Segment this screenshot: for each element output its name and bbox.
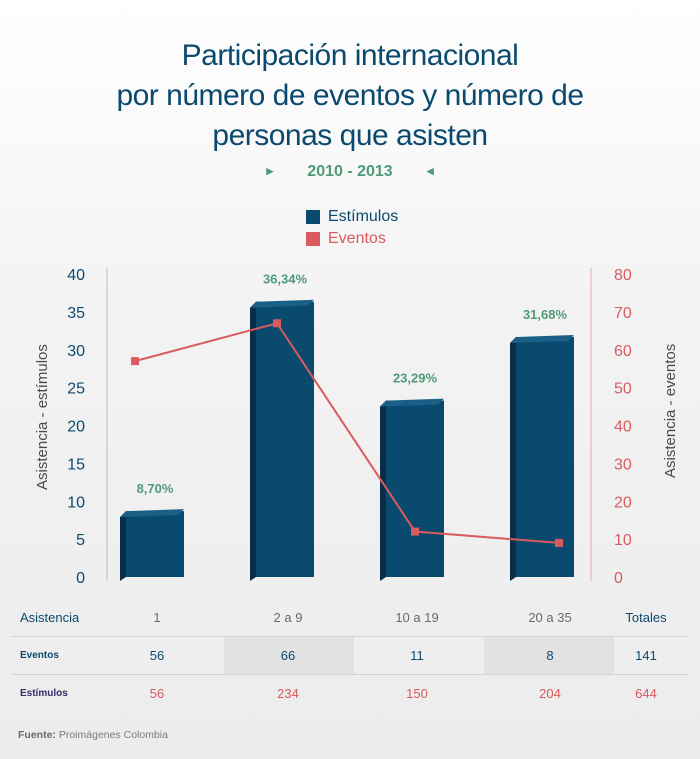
table-row-label: Estímulos bbox=[20, 688, 68, 699]
y-tick-right: 10 bbox=[614, 532, 632, 549]
y-tick-left: 30 bbox=[67, 343, 85, 360]
table-header-col: 1 bbox=[153, 609, 161, 625]
bar-value-label: 36,34% bbox=[263, 272, 308, 287]
legend-swatch-estimulos bbox=[306, 210, 320, 224]
y-tick-right: 50 bbox=[614, 381, 632, 398]
table-cell-total: 644 bbox=[635, 686, 657, 701]
legend-item-estimulos: Estímulos bbox=[306, 206, 398, 228]
eventos-point bbox=[131, 357, 139, 366]
bar bbox=[516, 337, 574, 577]
eventos-point bbox=[273, 319, 281, 328]
eventos-point bbox=[411, 527, 419, 536]
y-tick-left: 25 bbox=[67, 381, 85, 398]
bar-side bbox=[380, 400, 386, 581]
table-header-col: 20 a 35 bbox=[528, 609, 572, 625]
y-tick-right: 40 bbox=[614, 419, 632, 436]
bar-top bbox=[120, 509, 184, 518]
table-header-row: Asistencia 1 2 a 9 10 a 19 20 a 35 Total… bbox=[12, 598, 688, 636]
chart-title: Participación internacional por número d… bbox=[0, 36, 700, 156]
bar-value-label: 8,70% bbox=[137, 481, 174, 496]
bar-top bbox=[250, 299, 314, 308]
eventos-line bbox=[134, 322, 560, 544]
y-tick-left: 20 bbox=[67, 419, 85, 436]
table-cell: 56 bbox=[149, 686, 165, 701]
y-tick-left: 0 bbox=[76, 570, 85, 587]
bar-top bbox=[380, 398, 444, 407]
table-header-label: Asistencia bbox=[20, 609, 80, 625]
y-tick-right: 30 bbox=[614, 456, 632, 473]
y-tick-right: 80 bbox=[614, 267, 632, 284]
period-label: ▶ 2010 - 2013 ◀ bbox=[266, 163, 434, 180]
y-tick-right: 20 bbox=[614, 494, 632, 511]
y-tick-right: 0 bbox=[614, 570, 623, 587]
table-cell: 150 bbox=[406, 686, 428, 701]
title-line-3: personas que asisten bbox=[212, 119, 488, 152]
bar-value-label: 31,68% bbox=[523, 307, 568, 322]
y-tick-left: 15 bbox=[67, 456, 85, 473]
table-header-col: 10 a 19 bbox=[395, 609, 439, 625]
triangle-left-icon: ◀ bbox=[426, 166, 434, 177]
title-line-1: Participación internacional bbox=[181, 39, 519, 72]
bar bbox=[256, 301, 314, 577]
y-tick-left: 35 bbox=[67, 305, 85, 322]
table-header-col: 2 a 9 bbox=[273, 609, 303, 625]
title-line-2: por número de eventos y número de bbox=[116, 79, 584, 112]
bar-side bbox=[120, 511, 126, 581]
bar bbox=[126, 511, 184, 577]
table-cell: 234 bbox=[277, 686, 299, 701]
bar-side bbox=[250, 301, 256, 581]
eventos-point bbox=[555, 538, 563, 547]
column-shade bbox=[484, 637, 614, 674]
legend: Estímulos Eventos bbox=[306, 206, 398, 250]
legend-item-eventos: Eventos bbox=[306, 228, 398, 250]
y-tick-left: 10 bbox=[67, 494, 85, 511]
source-note: Fuente: Proimágenes Colombia bbox=[18, 729, 168, 741]
y-tick-right: 60 bbox=[614, 343, 632, 360]
table-row-label: Eventos bbox=[20, 650, 59, 661]
legend-swatch-eventos bbox=[306, 232, 320, 246]
table-cell: 56 bbox=[149, 648, 165, 663]
bar-top bbox=[510, 335, 574, 344]
triangle-right-icon: ▶ bbox=[266, 166, 274, 177]
y-tick-left: 40 bbox=[67, 267, 85, 284]
y-tick-left: 5 bbox=[76, 532, 85, 549]
bar-value-label: 23,29% bbox=[393, 371, 438, 386]
column-shade bbox=[224, 637, 354, 674]
table-cell-total: 141 bbox=[635, 648, 657, 663]
table-header-totals: Totales bbox=[625, 609, 667, 625]
table-row-eventos: Eventos 56 66 11 8 141 bbox=[12, 636, 688, 674]
table-row-estimulos: Estímulos 56 234 150 204 644 bbox=[12, 674, 688, 712]
table-cell: 204 bbox=[539, 686, 561, 701]
table-cell: 66 bbox=[280, 648, 296, 663]
chart-area: 0 5 10 15 20 25 30 35 40 0 10 20 30 40 50 60 70 80 8,70% 36… bbox=[67, 267, 632, 587]
table-cell: 11 bbox=[410, 648, 424, 663]
bar bbox=[386, 400, 444, 577]
y-tick-right: 70 bbox=[614, 305, 632, 322]
data-table: Asistencia 1 2 a 9 10 a 19 20 a 35 Total… bbox=[12, 598, 688, 712]
table-cell: 8 bbox=[546, 648, 554, 663]
bar-side bbox=[510, 337, 516, 581]
